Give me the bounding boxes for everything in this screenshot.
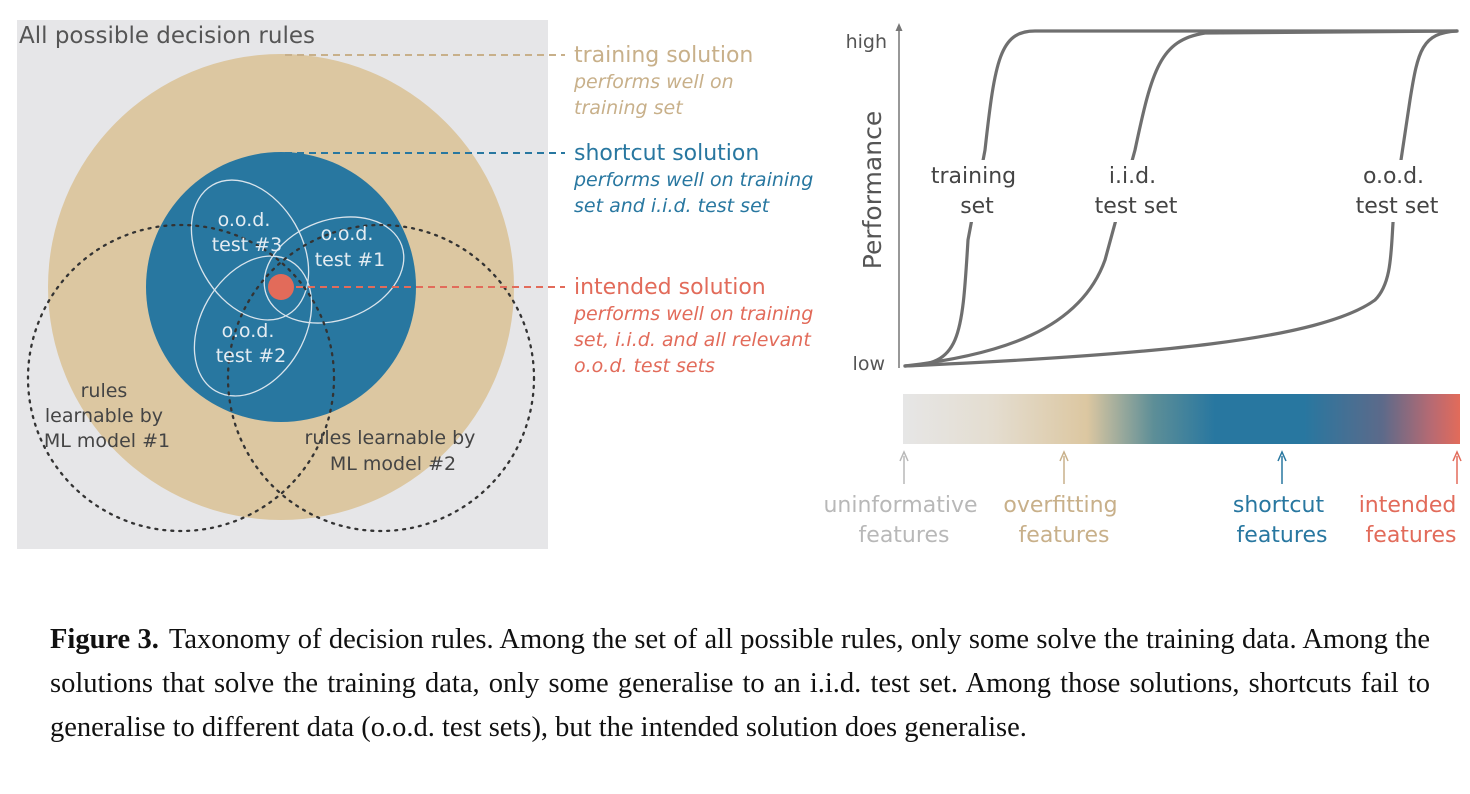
shortcut-marker [1277,450,1287,484]
ood-test-set-curve [903,29,1459,368]
shortcut-features-label: shortcut features [1233,493,1331,548]
ml-model-2-label: rules learnable by ML model #2 [305,427,482,475]
training-set-curve-label: training set [931,164,1023,219]
ytick-high: high [846,31,887,53]
ml-model-2-region [226,223,536,533]
intended-features-label: intended features [1359,493,1464,548]
ood-test-set-curve-label: o.o.d. test set [1356,164,1439,219]
figure-label: Figure 3. [50,624,159,655]
solution-legend: training solution performs well on train… [285,43,819,377]
ood-label-backdrop [1350,160,1446,222]
training-solution-desc: performs well on training set [573,71,740,119]
performance-chart: high low Performance training set i.i.d.… [846,23,1459,375]
intended-solution-dot [268,274,294,300]
ood-test-1-label: o.o.d. test #1 [315,223,386,271]
ml-model-1-region [26,223,336,533]
ood-test-3-label: o.o.d. test #3 [212,209,283,256]
ood-test-2-label: o.o.d. test #2 [216,320,287,367]
ood-test-1-ellipse [263,216,405,324]
shortcut-solution-desc: performs well on training set and i.i.d.… [573,169,819,217]
feature-gradient-bar [903,394,1460,444]
intended-solution-title: intended solution [574,275,766,300]
ood-test-2-ellipse [193,255,313,397]
panel-title: All possible decision rules [19,23,315,49]
shortcut-solution-title: shortcut solution [574,141,759,166]
intended-marker [1452,450,1462,484]
ml-model-1-label: rules learnable by ML model #1 [44,380,170,452]
decision-rules-panel: All possible decision rules o.o.d. test … [17,20,548,549]
intended-solution-desc: performs well on training set, i.i.d. an… [573,303,819,377]
training-label-backdrop [928,160,1026,222]
feature-scale: uninformative features overfitting featu… [823,394,1464,548]
ood-test-3-ellipse [190,179,310,321]
figure-caption: Figure 3. Taxonomy of decision rules. Amo… [50,618,1430,750]
overfitting-features-label: overfitting features [1003,493,1124,548]
uninformative-features-label: uninformative features [823,493,984,548]
uninformative-marker [899,450,909,484]
ytick-low: low [853,353,885,375]
iid-label-backdrop [1088,160,1184,222]
caption-text: Taxonomy of decision rules. Among the se… [50,624,1430,743]
training-solution-title: training solution [574,43,753,68]
y-axis-label: Performance [858,111,887,269]
overfitting-marker [1059,450,1069,484]
iid-test-set-curve-label: i.i.d. test set [1095,164,1178,219]
taxonomy-figure: All possible decision rules o.o.d. test … [17,20,1464,549]
iid-test-set-curve [903,29,1459,368]
y-axis-arrowhead [895,23,903,31]
